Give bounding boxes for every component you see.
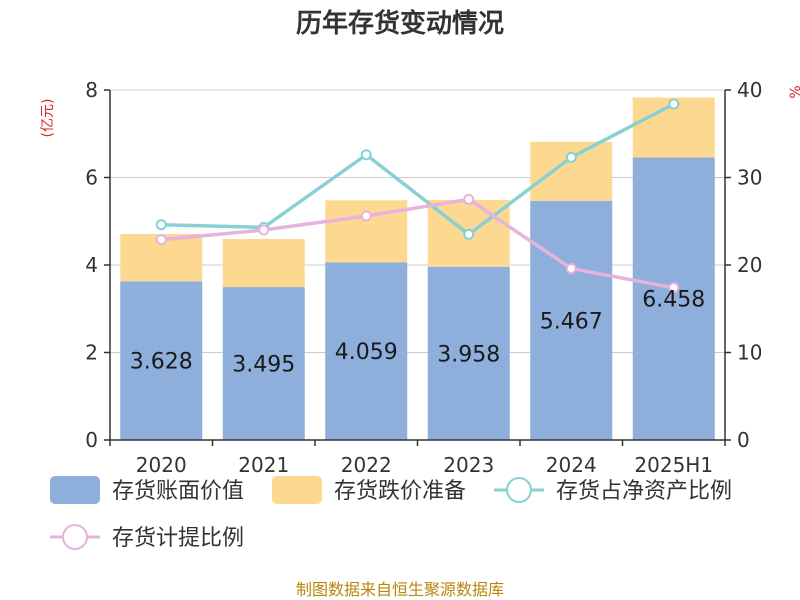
right-axis-unit: % <box>788 85 800 98</box>
line-point <box>565 263 577 274</box>
bar-book-value <box>632 157 715 440</box>
legend-marker <box>62 524 88 550</box>
bar-impairment-reserve <box>222 238 305 288</box>
line-inventory-to-net-assets <box>161 102 675 237</box>
right-axis-tick-label: 0 <box>737 428 750 452</box>
bar-book-value <box>325 262 408 440</box>
left-axis-tick-label: 2 <box>85 341 98 365</box>
bar-value-label: 4.059 <box>335 340 398 365</box>
bars <box>120 97 715 440</box>
right-axis-tick-label: 10 <box>737 341 762 365</box>
bar-book-value <box>427 266 510 440</box>
left-axis-tick-label: 4 <box>85 253 98 277</box>
left-axis-tick-label: 6 <box>85 166 98 190</box>
left-axis-unit: (亿元) <box>40 99 56 138</box>
x-axis-category-label: 2020 <box>136 453 187 477</box>
line-point <box>463 228 475 240</box>
gridlines <box>110 89 725 353</box>
bar-value-labels: 3.628 3.495 4.059 3.958 5.467 6.458 <box>130 288 705 378</box>
x-axis-category-label: 2022 <box>341 453 392 477</box>
line-point <box>360 149 372 161</box>
line-point <box>565 151 577 163</box>
series-lines <box>155 98 680 294</box>
bar-value-label: 5.467 <box>540 309 603 334</box>
x-axis-category-label: 2025H1 <box>634 453 713 477</box>
x-axis-category-label: 2024 <box>546 453 597 477</box>
bar-impairment-reserve <box>530 141 613 201</box>
x-axis-category-label: 2021 <box>238 453 289 477</box>
bar-book-value <box>120 281 203 440</box>
axes: 0 2 4 6 8 0 10 20 30 40 2020 2021 2022 2023 2024 2025H1 <box>85 78 762 477</box>
left-axis-tick-label: 0 <box>85 428 98 452</box>
legend-swatch <box>272 476 322 504</box>
legend-label: 存货跌价准备 <box>334 479 466 504</box>
bar-value-label: 6.458 <box>642 288 705 313</box>
legend-label: 存货账面价值 <box>112 479 244 504</box>
bar-book-value <box>222 287 305 440</box>
legend-label: 存货计提比例 <box>112 526 244 551</box>
x-axis-category-label: 2023 <box>443 453 494 477</box>
line-point <box>668 282 680 294</box>
legend-swatch <box>50 476 100 504</box>
line-impairment-ratio <box>161 197 675 290</box>
line-point <box>258 224 270 236</box>
right-axis-tick-label: 20 <box>737 253 762 277</box>
line-point <box>668 98 680 110</box>
bar-value-label: 3.958 <box>437 342 500 367</box>
right-axis-tick-label: 30 <box>737 166 762 190</box>
legend-marker <box>506 477 532 503</box>
line-point <box>463 193 475 205</box>
right-axis-tick-label: 40 <box>737 78 762 102</box>
line-point <box>155 219 167 231</box>
left-axis-tick-label: 8 <box>85 78 98 102</box>
bar-book-value <box>530 200 613 440</box>
line-point <box>155 234 167 246</box>
bar-value-label: 3.628 <box>130 350 193 375</box>
chart-title: 历年存货变动情况 <box>296 8 504 39</box>
source-note: 制图数据来自恒生聚源数据库 <box>296 580 504 599</box>
legend-label: 存货占净资产比例 <box>556 479 732 504</box>
bar-value-label: 3.495 <box>232 353 295 378</box>
line-point <box>360 210 372 222</box>
